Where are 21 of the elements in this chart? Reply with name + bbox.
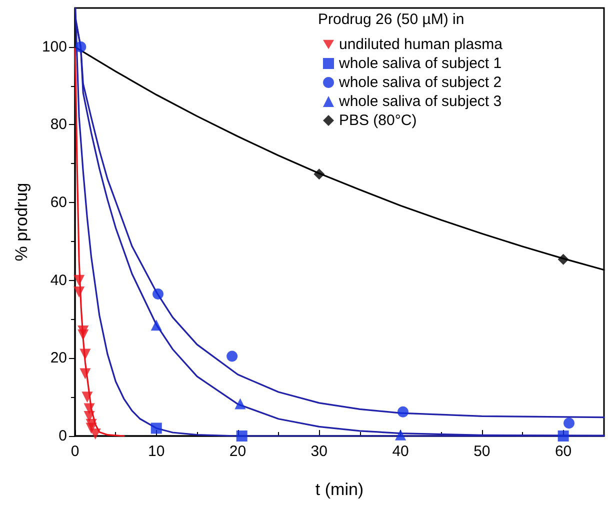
- x-tick-label: 30: [310, 443, 328, 460]
- x-tick-label: 10: [148, 443, 165, 460]
- legend-label: whole saliva of subject 1: [338, 55, 502, 72]
- x-axis-title: t (min): [315, 480, 364, 499]
- y-tick-label: 80: [50, 116, 67, 134]
- legend-label: whole saliva of subject 3: [338, 93, 502, 110]
- y-tick-label: 0: [58, 428, 67, 444]
- legend-label: whole saliva of subject 2: [338, 74, 502, 91]
- y-tick-label: 60: [50, 194, 67, 212]
- y-axis-title: % prodrug: [12, 182, 31, 262]
- y-tick-label: 20: [50, 350, 67, 367]
- x-tick-label: 20: [229, 443, 246, 460]
- x-tick-label: 40: [392, 443, 409, 460]
- x-tick-label: 60: [554, 443, 572, 460]
- y-tick-label: 40: [50, 272, 67, 289]
- y-tick-label: 100: [42, 38, 67, 56]
- x-tick-label: 50: [474, 443, 490, 460]
- x-tick-label: 0: [70, 443, 80, 460]
- legend-label: undiluted human plasma: [339, 36, 504, 53]
- legend-title: Prodrug 26 (50 µM) in: [318, 11, 464, 28]
- legend-label: PBS (80°C): [339, 112, 417, 129]
